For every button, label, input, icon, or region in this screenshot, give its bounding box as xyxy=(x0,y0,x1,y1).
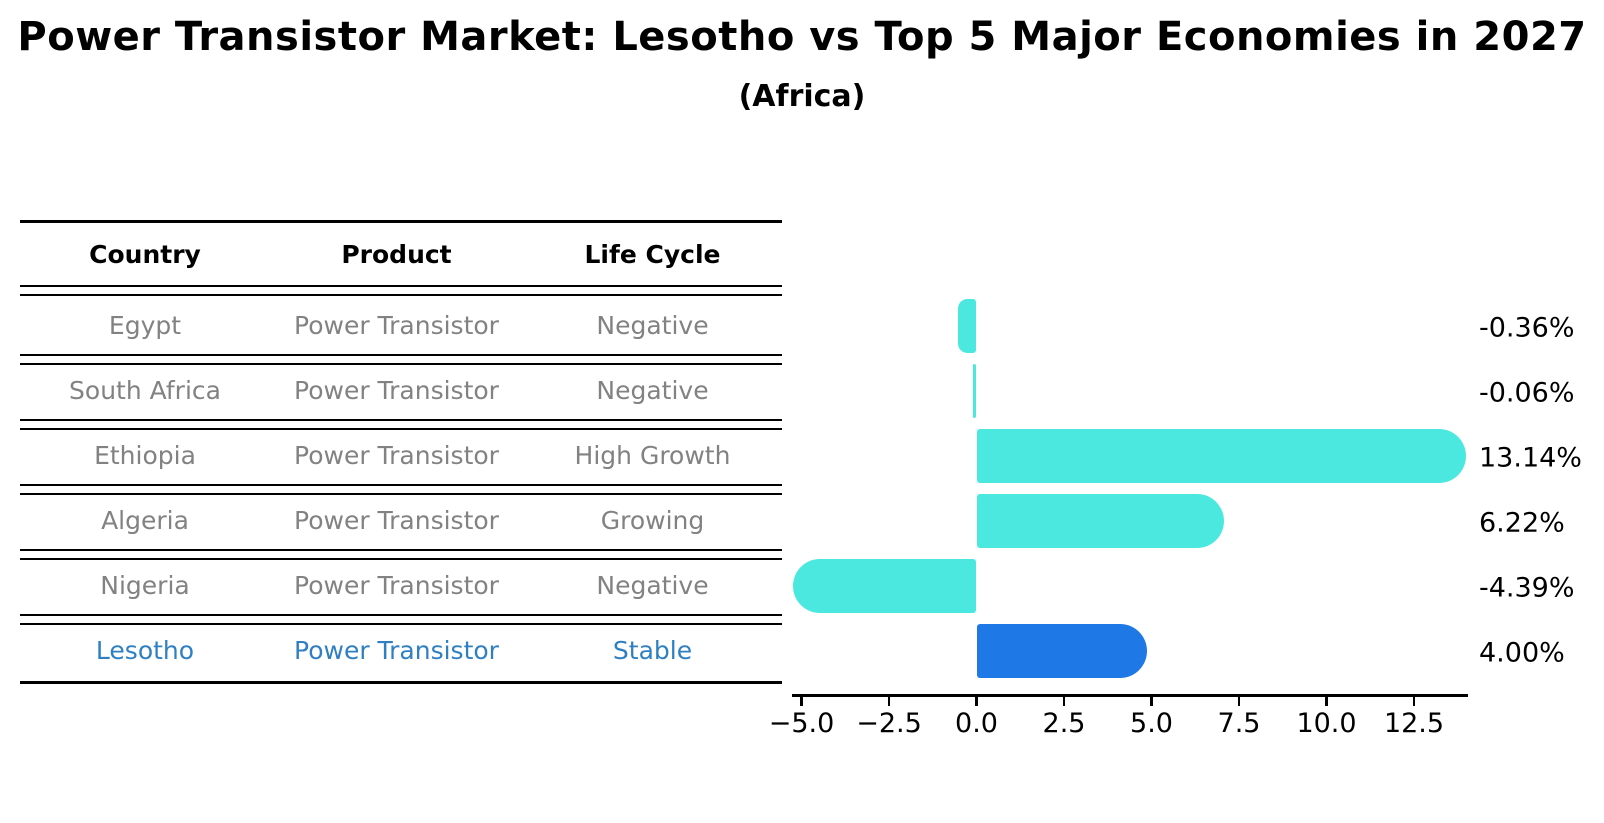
bar-south-africa xyxy=(973,363,977,418)
x-axis-tick-label: 10.0 xyxy=(1296,708,1357,739)
country-cell: Lesotho xyxy=(95,635,195,665)
x-axis-tick-label: −5.0 xyxy=(768,708,835,739)
bar-value-label: -4.39% xyxy=(1479,572,1575,603)
table-row-rule xyxy=(20,549,782,560)
table-row-egypt: Egypt Power Transistor Negative xyxy=(20,293,782,358)
bar-nigeria xyxy=(792,558,977,613)
product-cell: Power Transistor xyxy=(294,310,499,340)
bar-egypt xyxy=(957,298,977,353)
x-axis-tick-label: 12.5 xyxy=(1383,708,1445,739)
country-cell: Ethiopia xyxy=(94,440,196,470)
country-cell: Egypt xyxy=(108,310,182,340)
x-axis-tick xyxy=(1325,697,1328,706)
table-row-rule xyxy=(20,354,782,365)
product-cell: Power Transistor xyxy=(294,440,499,470)
lifecycle-cell: Negative xyxy=(596,570,709,600)
lifecycle-cell: Negative xyxy=(596,375,709,405)
table-row-algeria: Algeria Power Transistor Growing xyxy=(20,488,782,553)
table-row-lesotho: Lesotho Power Transistor Stable xyxy=(20,618,782,683)
product-cell: Power Transistor xyxy=(294,635,499,665)
country-cell: Nigeria xyxy=(100,570,190,600)
lifecycle-cell: Growing xyxy=(600,505,705,535)
x-axis-tick xyxy=(887,697,891,706)
column-header-country: Country xyxy=(89,239,201,269)
table-header-row: Country Product Life Cycle xyxy=(20,224,782,284)
bar-value-label: -0.36% xyxy=(1479,312,1575,343)
table-row-rule xyxy=(20,484,782,495)
x-axis-line xyxy=(792,694,1468,697)
table-row-rule xyxy=(20,614,782,625)
bar-value-label: 6.22% xyxy=(1479,507,1565,538)
column-header-lifecycle: Life Cycle xyxy=(584,239,721,269)
x-axis-tick-label: 7.5 xyxy=(1217,708,1261,739)
table-header-rule xyxy=(20,285,782,296)
table-row-rule xyxy=(20,419,782,430)
country-cell: Algeria xyxy=(101,505,189,535)
bar-lesotho xyxy=(976,623,1147,678)
lifecycle-cell: Negative xyxy=(596,310,709,340)
lifecycle-cell: High Growth xyxy=(574,440,731,470)
x-axis-tick-label: 5.0 xyxy=(1130,708,1173,739)
table-row-nigeria: Nigeria Power Transistor Negative xyxy=(20,553,782,618)
bar-value-label: 13.14% xyxy=(1479,442,1582,473)
bar-algeria xyxy=(976,493,1225,548)
product-cell: Power Transistor xyxy=(294,505,499,535)
table-row-ethiopia: Ethiopia Power Transistor High Growth xyxy=(20,423,782,488)
table-top-rule xyxy=(20,220,782,223)
bar-ethiopia xyxy=(976,428,1467,483)
x-axis-tick-label: −2.5 xyxy=(856,708,922,739)
bar-value-label: 4.00% xyxy=(1479,637,1565,668)
product-cell: Power Transistor xyxy=(294,375,499,405)
x-axis-tick-label: 2.5 xyxy=(1042,708,1086,739)
country-cell: South Africa xyxy=(69,375,221,405)
lifecycle-cell: Stable xyxy=(612,635,693,665)
bar-value-label: -0.06% xyxy=(1479,377,1575,408)
x-axis-tick xyxy=(1412,697,1416,706)
page-subtitle: (Africa) xyxy=(738,79,866,114)
x-axis-tick xyxy=(1237,697,1241,706)
page-title: Power Transistor Market: Lesotho vs Top … xyxy=(17,14,1587,60)
x-axis-tick xyxy=(975,697,978,706)
x-axis-tick xyxy=(800,697,803,706)
product-cell: Power Transistor xyxy=(294,570,499,600)
x-axis-tick xyxy=(1150,697,1153,706)
table-bottom-rule xyxy=(20,681,782,684)
table-row-south-africa: South Africa Power Transistor Negative xyxy=(20,358,782,423)
column-header-product: Product xyxy=(341,239,452,269)
x-axis-tick xyxy=(1062,697,1066,706)
x-axis-tick-label: 0.0 xyxy=(955,708,998,739)
